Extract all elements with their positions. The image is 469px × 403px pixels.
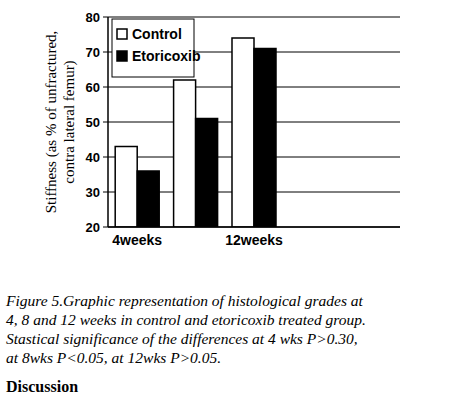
legend-label: Control bbox=[132, 26, 182, 42]
caption: Figure 5.Graphic representation of histo… bbox=[5, 292, 364, 309]
tick-label: 50 bbox=[86, 115, 100, 130]
x-axis bbox=[108, 226, 400, 228]
bar bbox=[137, 171, 159, 227]
legend-swatch bbox=[117, 29, 127, 39]
section-heading: Discussion bbox=[6, 378, 78, 395]
bar bbox=[196, 119, 218, 228]
y-axis bbox=[107, 17, 109, 227]
tick-label: 20 bbox=[86, 220, 100, 235]
bar bbox=[115, 147, 137, 228]
tick-label: 80 bbox=[86, 10, 100, 25]
legend-label: Etoricoxib bbox=[132, 48, 200, 64]
category-label: 12weeks bbox=[225, 232, 283, 248]
legend-swatch bbox=[117, 51, 127, 61]
bar bbox=[254, 49, 276, 228]
axis-title: contra lateral femur) bbox=[61, 60, 78, 183]
axis-title: Stiffness (as % of unfractured, bbox=[43, 31, 60, 214]
caption: at 8wks P<0.05, at 12wks P>0.05. bbox=[6, 349, 221, 366]
category-label: 4weeks bbox=[112, 232, 162, 248]
tick-label: 60 bbox=[86, 80, 100, 95]
grid-line bbox=[108, 227, 400, 228]
caption: 4, 8 and 12 weeks in control and etorico… bbox=[6, 311, 366, 328]
tick-label: 40 bbox=[86, 150, 100, 165]
chart: 20 30 40 50 60 70 80 4weeks 12weeks Stiffness (as… bbox=[0, 0, 469, 403]
bar bbox=[174, 80, 196, 227]
caption: Stastical significance of the difference… bbox=[6, 330, 358, 347]
tick-label: 70 bbox=[86, 45, 100, 60]
bar bbox=[232, 38, 254, 227]
grid-line bbox=[108, 17, 400, 18]
tick-label: 30 bbox=[86, 185, 100, 200]
